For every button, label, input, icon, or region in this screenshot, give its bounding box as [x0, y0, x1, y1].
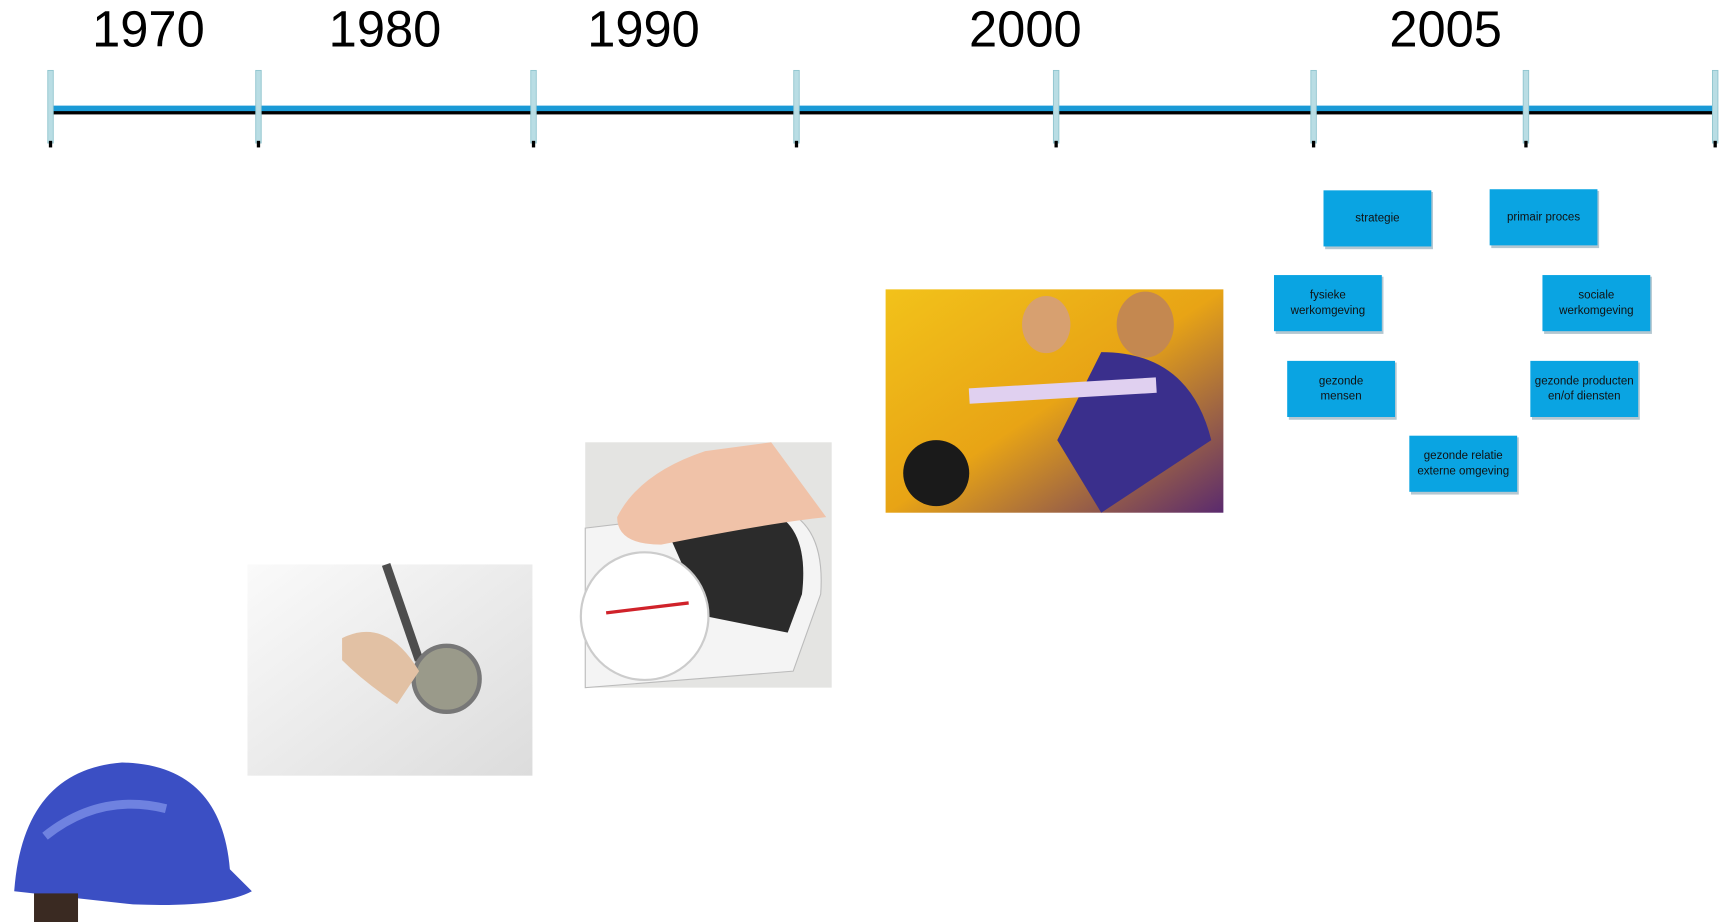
box: [1542, 275, 1650, 331]
tick-foot: [49, 141, 52, 148]
tick: [256, 70, 262, 143]
year-label: 2000: [969, 0, 1082, 57]
fitness-image: [886, 289, 1224, 512]
box-label: gezonde: [1319, 375, 1363, 387]
box: [1287, 361, 1395, 417]
tick-foot: [1312, 141, 1315, 148]
factor-box: gezonde producten en/of diensten: [1530, 361, 1639, 420]
tick: [1311, 70, 1317, 143]
doctor-image: [247, 564, 532, 775]
factor-box: strategie: [1324, 190, 1433, 249]
box: [1274, 275, 1382, 331]
tick: [48, 70, 54, 143]
factor-box: gezonde mensen: [1287, 361, 1396, 420]
tick: [1053, 70, 1059, 143]
box-label: werkomgeving: [1290, 305, 1365, 317]
box-label: mensen: [1321, 391, 1362, 403]
tick-foot: [1524, 141, 1527, 148]
box-label: primair proces: [1507, 211, 1580, 223]
box: [1409, 436, 1517, 492]
page: {"timeline": {"years": ["1970", "1980", …: [0, 0, 1725, 922]
tick: [1712, 70, 1718, 143]
box-label: fysieke: [1310, 289, 1346, 301]
tick-foot: [795, 141, 798, 148]
factor-box: sociale werkomgeving: [1542, 275, 1651, 334]
year-labels: 1970 1980 1990 2000 2005: [92, 0, 1502, 57]
box-label: gezonde producten: [1535, 375, 1634, 387]
tick: [531, 70, 537, 143]
timeline-axis: [51, 106, 1716, 115]
tick-foot: [257, 141, 260, 148]
box-label: gezonde relatie: [1424, 450, 1503, 462]
tick: [794, 70, 800, 143]
year-label: 2005: [1389, 0, 1502, 57]
box-label: sociale: [1578, 289, 1614, 301]
tick: [1523, 70, 1529, 143]
tick-foot: [1054, 141, 1057, 148]
year-label: 1970: [92, 0, 205, 57]
year-label: 1980: [329, 0, 442, 57]
factor-boxes: strategie primair proces fysieke werkomgevi…: [1274, 189, 1652, 494]
factor-box: gezonde relatie externe omgeving: [1409, 436, 1518, 495]
scale-image: [581, 442, 832, 687]
helmet-image: [14, 762, 252, 922]
box: [1530, 361, 1638, 417]
box-label: externe omgeving: [1417, 465, 1509, 477]
box-label: strategie: [1355, 212, 1399, 224]
year-label: 1990: [587, 0, 700, 57]
box-label: werkomgeving: [1558, 305, 1633, 317]
axis-line: [51, 106, 1716, 112]
tick-foot: [532, 141, 535, 148]
factor-box: primair proces: [1490, 189, 1599, 248]
factor-box: fysieke werkomgeving: [1274, 275, 1383, 334]
timeline-slide: 1970 1980 1990 2000 2005 strategie primair pr…: [0, 0, 1725, 922]
box-label: en/of diensten: [1548, 391, 1621, 403]
tick-foot: [1714, 141, 1717, 148]
